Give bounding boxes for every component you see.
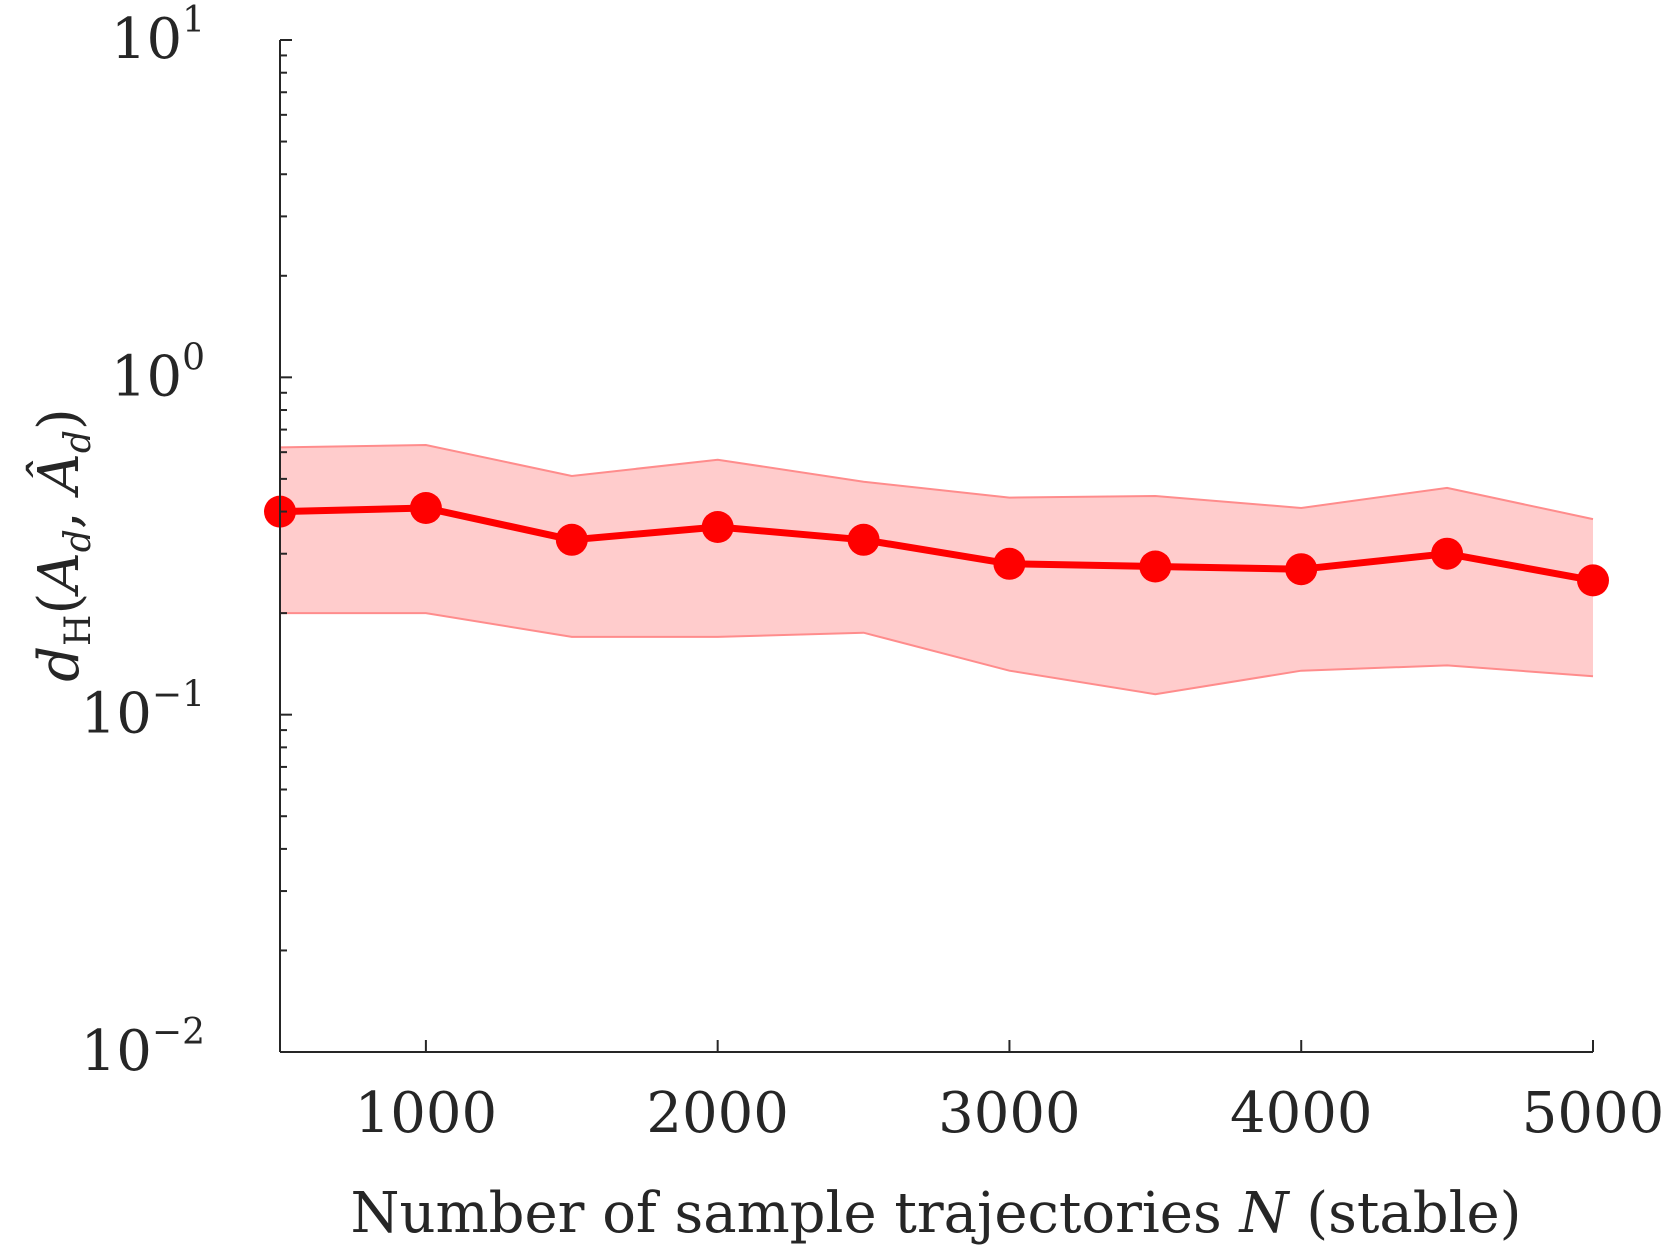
data-point: [1577, 564, 1609, 597]
x-tick-label: 2000: [646, 1081, 789, 1146]
axes: [279, 40, 1593, 1053]
data-point: [409, 492, 442, 524]
mean-line: [279, 504, 1594, 584]
mean-line-layer: [279, 504, 1594, 584]
confidence-band: [280, 445, 1593, 695]
data-point: [993, 547, 1026, 580]
data-point: [847, 523, 880, 556]
data-point: [701, 511, 734, 543]
band-upper-edge: [279, 443, 1594, 521]
x-axis-label: Number of sample trajectories N (stable): [350, 1181, 1521, 1246]
data-point: [1139, 550, 1172, 583]
y-tick-label: 10−1: [81, 675, 205, 747]
y-tick-label: 100: [111, 337, 205, 409]
x-tick-label: 5000: [1522, 1081, 1661, 1146]
band-lower-edge: [280, 612, 1594, 696]
data-point: [555, 523, 588, 556]
data-point: [1285, 553, 1318, 586]
y-tick-label: 10−2: [81, 1012, 205, 1084]
y-axis-label: dH(Ad, Âd): [26, 408, 99, 682]
x-tick-label: 1000: [355, 1081, 498, 1146]
x-tick-label: 3000: [938, 1081, 1081, 1146]
y-tick-label: 101: [111, 0, 205, 72]
x-tick-label: 4000: [1230, 1081, 1373, 1146]
data-point: [1431, 537, 1464, 570]
confidence-band-layer: [279, 443, 1594, 696]
y-axis-label-text: dH(Ad, Âd): [26, 408, 99, 682]
y-ticks: 10−2 10−1 100 101: [81, 0, 292, 1084]
data-point-layer: [264, 492, 1609, 597]
x-ticks: 1000 2000 3000 4000 5000: [355, 1040, 1661, 1146]
